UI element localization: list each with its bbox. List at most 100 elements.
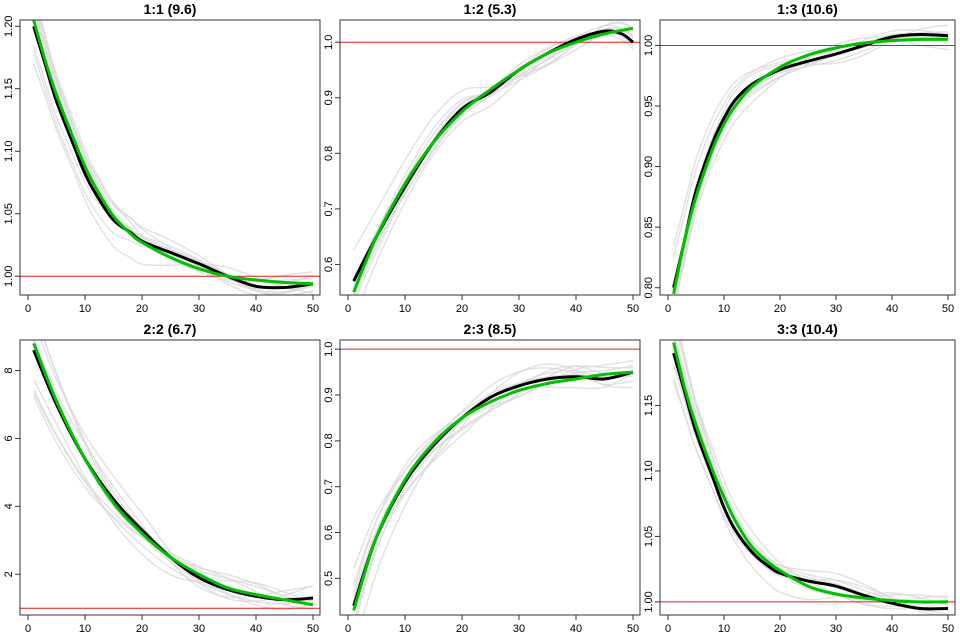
y-tick-label: 1.00 <box>3 266 15 287</box>
replicate-line <box>33 378 314 604</box>
x-tick-label: 10 <box>718 303 730 315</box>
mean-line <box>352 29 634 282</box>
replicate-line <box>353 367 634 569</box>
replicate-line <box>353 21 634 251</box>
replicate-line <box>353 27 634 280</box>
x-tick-label: 50 <box>627 623 639 635</box>
x-tick-label: 20 <box>774 623 786 635</box>
y-tick-label: 0.6 <box>323 257 335 272</box>
x-tick-label: 10 <box>79 623 91 635</box>
panel-title: 2:2 (6.7) <box>144 321 197 337</box>
x-tick-label: 0 <box>665 623 671 635</box>
replicate-line <box>362 24 634 295</box>
panel-5: 0 10 20 30 40 50 0.5 0.6 0.7 0.8 0.9 1.0 2:3 (8.5) <box>323 321 641 635</box>
replicate-line <box>33 340 314 599</box>
x-tick-label: 50 <box>307 303 319 315</box>
y-tick-label: 1.10 <box>643 460 655 481</box>
replicate-line <box>33 63 314 294</box>
y-tick-label: 0.7 <box>323 479 335 494</box>
plot-area <box>340 21 640 295</box>
x-tick-label: 30 <box>830 623 842 635</box>
panel-frame <box>339 339 641 616</box>
x-tick-label: 30 <box>193 303 205 315</box>
y-tick-label: 8 <box>3 367 15 373</box>
y-tick-label: 2 <box>3 571 15 577</box>
x-tick-label: 40 <box>570 303 582 315</box>
panel-title: 1:1 (9.6) <box>144 1 197 17</box>
replicate-line <box>40 20 314 293</box>
replicate-line <box>33 45 314 295</box>
replicate-line <box>676 36 949 295</box>
fit-line <box>32 342 314 607</box>
x-tick-label: 0 <box>345 623 351 635</box>
x-tick-label: 40 <box>250 623 262 635</box>
fit-line <box>672 37 949 295</box>
fit-line <box>32 20 314 286</box>
panel-1: 0 10 20 30 40 50 1.00 1.05 1.10 1.15 1.20 1:1 (9.6) <box>3 1 321 315</box>
x-tick-label: 20 <box>136 303 148 315</box>
y-tick-label: 0.90 <box>643 156 655 177</box>
panel-title: 1:3 (10.6) <box>777 1 838 17</box>
replicate-line <box>674 340 949 599</box>
panel-frame <box>19 19 321 296</box>
x-tick-label: 30 <box>513 303 525 315</box>
replicate-line <box>43 340 314 603</box>
replicate-line <box>674 340 949 609</box>
y-tick-label: 1.0 <box>323 35 335 50</box>
fit-line <box>352 26 634 293</box>
replicate-line <box>675 34 949 295</box>
plot-area <box>20 20 320 295</box>
replicate-line <box>674 32 949 295</box>
x-tick-label: 0 <box>25 303 31 315</box>
replicate-line <box>356 29 634 295</box>
panel-title: 2:3 (8.5) <box>464 321 517 337</box>
replicate-line <box>353 370 634 585</box>
y-tick-label: 4 <box>3 503 15 509</box>
x-tick-label: 10 <box>718 623 730 635</box>
y-tick-label: 1.00 <box>643 35 655 56</box>
replicate-line <box>353 31 634 283</box>
panel-title: 1:2 (5.3) <box>464 1 517 17</box>
y-tick-label: 0.8 <box>323 433 335 448</box>
y-tick-label: 0.7 <box>323 201 335 216</box>
replicate-line <box>353 30 634 291</box>
fit-line <box>352 370 634 611</box>
x-tick-label: 50 <box>307 623 319 635</box>
x-tick-label: 20 <box>456 623 468 635</box>
y-tick-label: 0.80 <box>643 277 655 298</box>
x-tick-label: 40 <box>570 623 582 635</box>
replicate-line <box>672 378 949 610</box>
replicate-line <box>39 20 314 282</box>
replicate-line <box>356 365 634 615</box>
y-tick-label: 0.6 <box>323 525 335 540</box>
x-tick-label: 20 <box>774 303 786 315</box>
replicate-line <box>675 31 949 295</box>
fit-line <box>672 342 949 604</box>
y-tick-label: 0.8 <box>323 146 335 161</box>
replicate-line <box>353 27 634 295</box>
plot-area <box>20 340 320 611</box>
x-tick-label: 30 <box>193 623 205 635</box>
y-tick-label: 0.9 <box>323 387 335 402</box>
x-tick-label: 20 <box>136 623 148 635</box>
y-tick-label: 1.10 <box>3 141 15 162</box>
x-tick-label: 10 <box>399 623 411 635</box>
plot-area <box>660 24 955 295</box>
mean-line <box>32 25 314 290</box>
panel-title: 3:3 (10.4) <box>777 321 838 337</box>
x-tick-label: 50 <box>942 303 954 315</box>
panel-frame <box>339 19 641 296</box>
replicate-line <box>353 34 634 287</box>
replicate-line <box>43 340 314 606</box>
panel-frame <box>659 19 956 296</box>
x-tick-label: 50 <box>942 623 954 635</box>
replicate-line <box>674 35 949 295</box>
y-tick-label: 1.15 <box>643 395 655 416</box>
replicate-line <box>353 364 634 613</box>
x-tick-label: 40 <box>250 303 262 315</box>
x-tick-label: 40 <box>886 623 898 635</box>
y-tick-label: 1.15 <box>3 78 15 99</box>
y-tick-label: 1.05 <box>3 203 15 224</box>
x-tick-label: 10 <box>79 303 91 315</box>
